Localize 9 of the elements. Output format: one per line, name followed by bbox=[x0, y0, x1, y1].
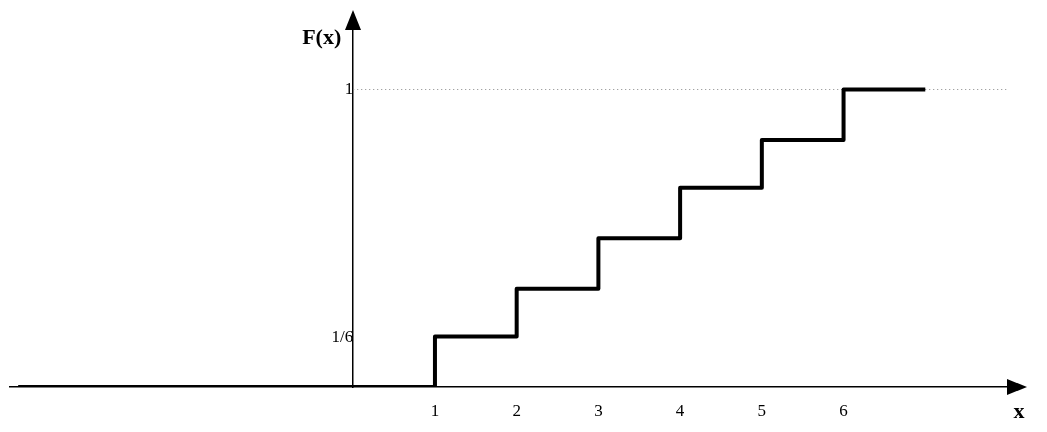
x-tick-label: 1 bbox=[430, 400, 440, 420]
x-tick-label: 4 bbox=[675, 400, 685, 420]
y-axis-title: F(x) bbox=[302, 23, 342, 49]
x-tick-label: 2 bbox=[512, 400, 521, 420]
x-tick-label: 5 bbox=[757, 400, 767, 420]
y-tick-label: 1/6 bbox=[331, 326, 354, 346]
x-axis-title: x bbox=[1013, 397, 1025, 423]
x-tick-label: 6 bbox=[839, 400, 848, 420]
x-tick-label: 3 bbox=[594, 400, 603, 420]
